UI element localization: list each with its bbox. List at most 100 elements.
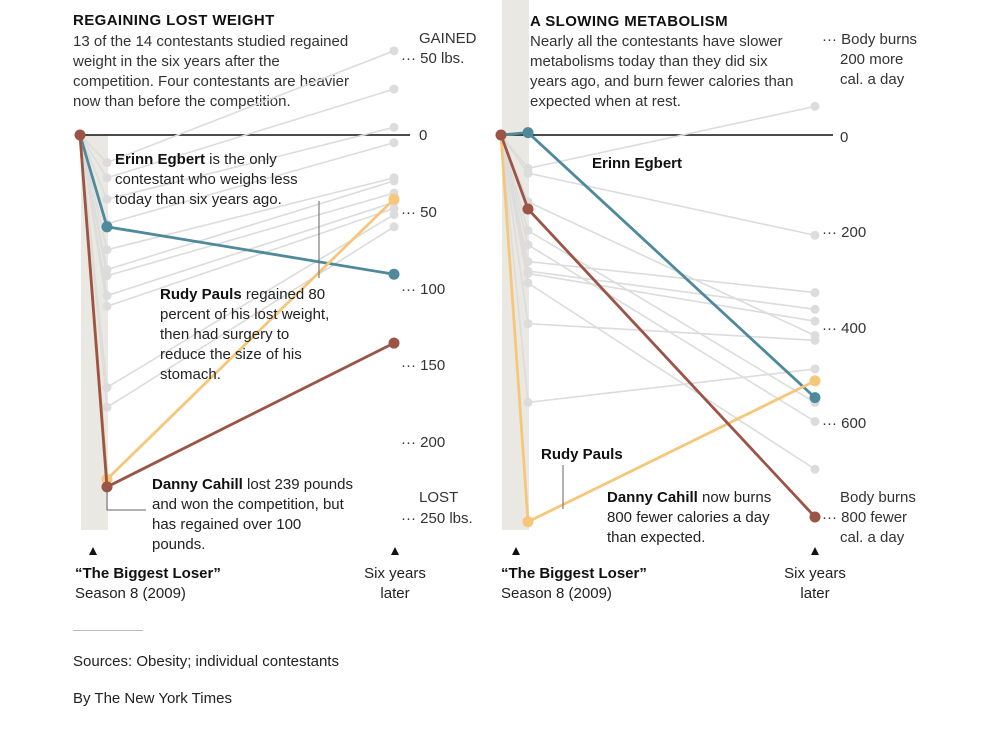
right-tick-600: ··· 600	[822, 415, 866, 432]
right-series-line-other-8	[500, 134, 816, 404]
left-rudy-annotation-2: percent of his lost weight,	[160, 306, 329, 323]
left-start-marker-icon	[89, 547, 97, 555]
right-series-group	[495, 101, 821, 528]
footer: Sources: Obesity; individual contestants…	[73, 630, 673, 727]
right-point-other-7-start	[523, 319, 533, 329]
left-point-rudy-pauls-end	[388, 193, 400, 205]
left-intro-line-1: 13 of the 14 contestants studied regaine…	[73, 33, 348, 50]
left-tick-150: ··· 150	[401, 357, 445, 374]
left-lost-label: LOST	[419, 489, 458, 506]
right-point-other-9-end	[810, 331, 820, 341]
left-end-label-1: Six years	[364, 565, 426, 582]
left-point-other-12-end	[389, 210, 399, 220]
right-panel-title: A SLOWING METABOLISM	[530, 13, 728, 30]
left-rudy-annotation-3: then had surgery to	[160, 326, 289, 343]
left-intro-line-4: now than before the competition.	[73, 93, 291, 110]
right-bottom-note-2: ··· 800 fewer	[822, 509, 907, 526]
left-intro-line-3: competition. Four contestants are heavie…	[73, 73, 349, 90]
right-point-other-5-end	[810, 304, 820, 314]
right-series-line-other-12	[500, 134, 816, 470]
right-point-other-6-start	[523, 268, 533, 278]
right-bottom-note-1: Body burns	[840, 489, 916, 506]
left-danny-annotation-4: pounds.	[152, 536, 205, 553]
right-end-marker-icon	[811, 547, 819, 555]
left-point-other-5-start	[102, 194, 112, 204]
right-intro-line-2: metabolisms today than they did six	[530, 53, 768, 70]
byline: By The New York Times	[73, 690, 232, 707]
left-gained-label: GAINED	[419, 30, 477, 47]
right-point-rudy-pauls-start	[522, 516, 534, 528]
footer-divider	[73, 630, 143, 631]
right-point-danny-cahill-end	[809, 511, 821, 523]
left-panel-title: REGAINING LOST WEIGHT	[73, 12, 275, 29]
left-season-year: Season 8 (2009)	[75, 585, 186, 602]
right-point-other-11-end	[810, 417, 820, 426]
right-point-other-12-start	[523, 278, 533, 288]
right-point-other-8-end	[810, 364, 820, 374]
right-series-line-other-10	[500, 134, 816, 404]
right-point-other-13-start	[523, 257, 533, 267]
left-point-other-4-end	[389, 84, 399, 94]
left-tick-0: 0	[419, 127, 427, 144]
right-point-other-3-end	[810, 101, 820, 111]
right-end-label-1: Six years	[784, 565, 846, 582]
left-series-group	[74, 46, 400, 493]
right-season-label: “The Biggest Loser”	[501, 565, 647, 582]
left-point-other-8-end	[389, 176, 399, 186]
left-rudy-annotation-4: reduce the size of his	[160, 346, 302, 363]
left-point-other-13-end	[389, 222, 399, 232]
left-point-other-13-start	[102, 402, 112, 412]
left-end-marker-icon	[391, 547, 399, 555]
right-point-rudy-pauls-end	[809, 375, 821, 387]
right-series-line-rudy-pauls	[499, 134, 816, 524]
right-top-note-2: 200 more	[840, 51, 903, 68]
left-point-other-11-start	[102, 301, 112, 311]
left-point-other-3-end	[389, 46, 399, 56]
right-point-other-6-end	[810, 316, 820, 326]
left-intro-line-2: weight in the six years after the	[72, 53, 280, 70]
left-tick-50-gained: ··· 50 lbs.	[401, 50, 464, 67]
left-tick-200: ··· 200	[401, 434, 445, 451]
left-point-danny-cahill-start	[101, 481, 113, 493]
left-danny-annotation-3: has regained over 100	[152, 516, 301, 533]
left-point-erinn-egbert-end	[388, 268, 400, 280]
left-end-label-2: later	[380, 585, 409, 602]
left-rudy-annotation: Rudy Pauls regained 80	[160, 286, 325, 303]
left-rudy-annotation-5: stomach.	[160, 366, 221, 383]
right-start-marker-icon	[512, 547, 520, 555]
right-intro-line-3: years ago, and burn fewer calories than	[530, 73, 794, 90]
left-erinn-annotation-3: today than six years ago.	[115, 191, 282, 208]
left-point-other-5-end	[389, 122, 399, 132]
left-erinn-annotation-2: contestant who weighs less	[115, 171, 298, 188]
right-point-other-4-start	[523, 168, 533, 178]
right-point-other-8-start	[523, 397, 533, 407]
left-point-other-10-start	[102, 291, 112, 301]
right-point-other-13-end	[810, 288, 820, 298]
right-origin-point	[495, 129, 507, 141]
left-point-other-12-start	[102, 382, 112, 392]
right-end-label-2: later	[800, 585, 829, 602]
left-danny-leader	[106, 489, 146, 511]
right-point-other-12-end	[810, 464, 820, 474]
right-intro-line-4: expected when at rest.	[530, 93, 681, 110]
left-point-other-4-start	[102, 173, 112, 183]
right-bottom-note-3: cal. a day	[840, 529, 905, 546]
left-tick-250-lost: ··· 250 lbs.	[401, 510, 473, 527]
right-panel: A SLOWING METABOLISM Nearly all the cont…	[495, 0, 917, 602]
left-season-label: “The Biggest Loser”	[75, 565, 221, 582]
left-point-other-3-start	[102, 158, 112, 168]
right-season-year: Season 8 (2009)	[501, 585, 612, 602]
right-point-erinn-egbert-start	[522, 127, 534, 139]
left-point-other-7-start	[102, 245, 112, 255]
left-point-erinn-egbert-start	[101, 221, 113, 233]
left-erinn-annotation: Erinn Egbert is the only	[115, 151, 277, 168]
left-danny-annotation-2: and won the competition, but	[152, 496, 345, 513]
left-tick-50: ··· 50	[401, 204, 437, 221]
left-point-other-6-end	[389, 138, 399, 148]
left-panel: REGAINING LOST WEIGHT 13 of the 14 conte…	[72, 12, 477, 602]
right-point-other-11-start	[523, 240, 533, 250]
right-danny-annotation-2: 800 fewer calories a day	[607, 509, 770, 526]
right-danny-annotation-3: than expected.	[607, 529, 705, 546]
right-intro-line-1: Nearly all the contestants have slower	[530, 33, 783, 50]
sources-note: Sources: Obesity; individual contestants	[73, 653, 339, 670]
